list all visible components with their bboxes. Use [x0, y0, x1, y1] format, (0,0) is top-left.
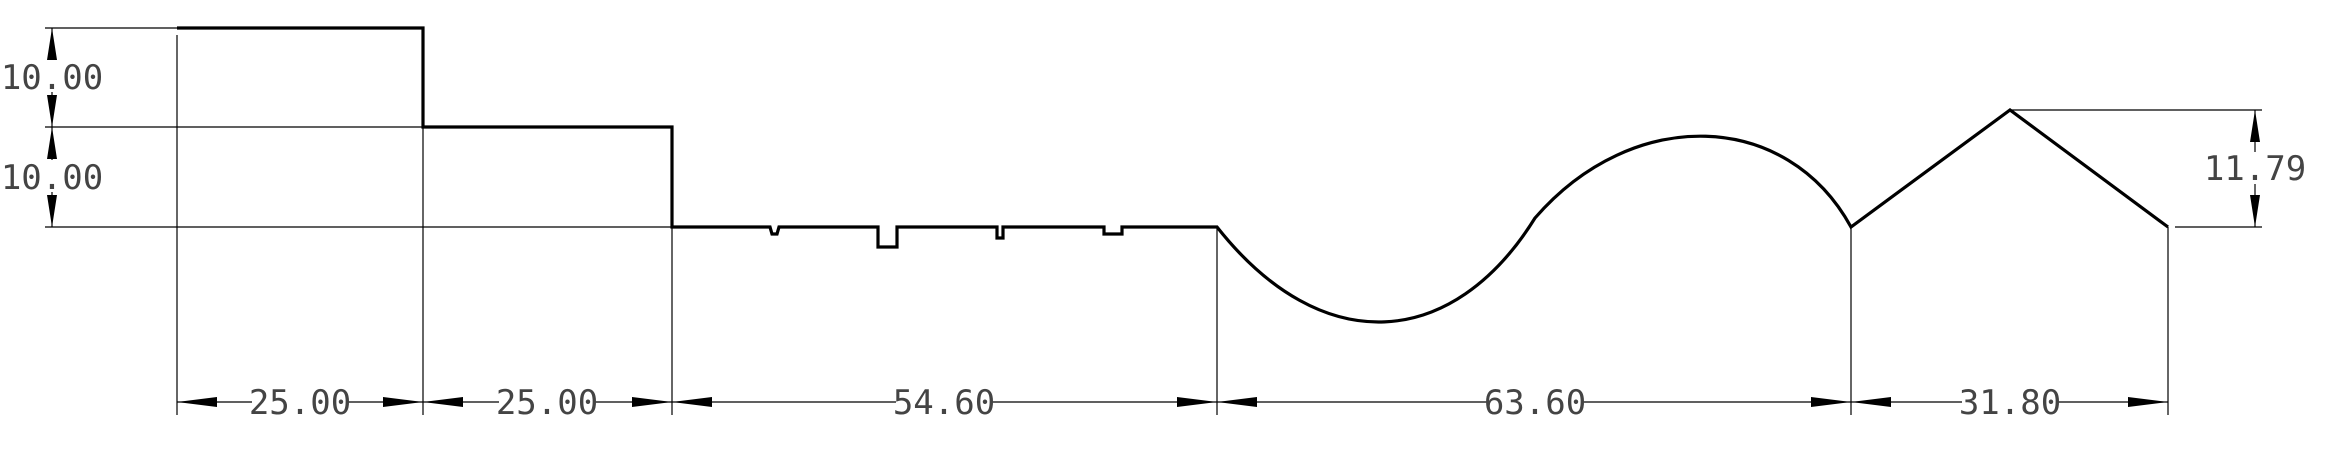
vertical-dimensions-left: 10.00 10.00 — [1, 28, 103, 227]
arrowhead — [2250, 110, 2260, 142]
arrowhead — [632, 397, 672, 407]
arrowhead — [1217, 397, 1257, 407]
arrowhead — [47, 127, 57, 159]
dim-label-h5: 31.80 — [1959, 383, 2061, 423]
arrowhead — [1177, 397, 1217, 407]
arrowhead — [1811, 397, 1851, 407]
dim-label-v-upper: 10.00 — [1, 58, 103, 98]
dim-label-h1: 25.00 — [249, 383, 351, 423]
vertical-dimension-right: 11.79 — [2204, 110, 2306, 227]
arrowhead — [423, 397, 463, 407]
dim-label-v-right: 11.79 — [2204, 149, 2306, 189]
arrowhead — [177, 397, 217, 407]
dim-label-h2: 25.00 — [496, 383, 598, 423]
horizontal-dimensions: 25.00 25.00 54.60 63.60 31.80 — [177, 383, 2168, 423]
arrowhead — [2128, 397, 2168, 407]
dim-label-h4: 63.60 — [1484, 383, 1586, 423]
arrowhead — [383, 397, 423, 407]
part-profile — [177, 26, 2169, 324]
extension-lines — [45, 27, 2262, 415]
arrowhead — [1851, 397, 1891, 407]
arrowhead — [47, 28, 57, 60]
arrowhead — [2250, 195, 2260, 227]
arrowhead — [47, 95, 57, 127]
dim-label-h3: 54.60 — [893, 383, 995, 423]
arrowhead — [672, 397, 712, 407]
dim-label-v-lower: 10.00 — [1, 158, 103, 198]
arrowhead — [47, 195, 57, 227]
